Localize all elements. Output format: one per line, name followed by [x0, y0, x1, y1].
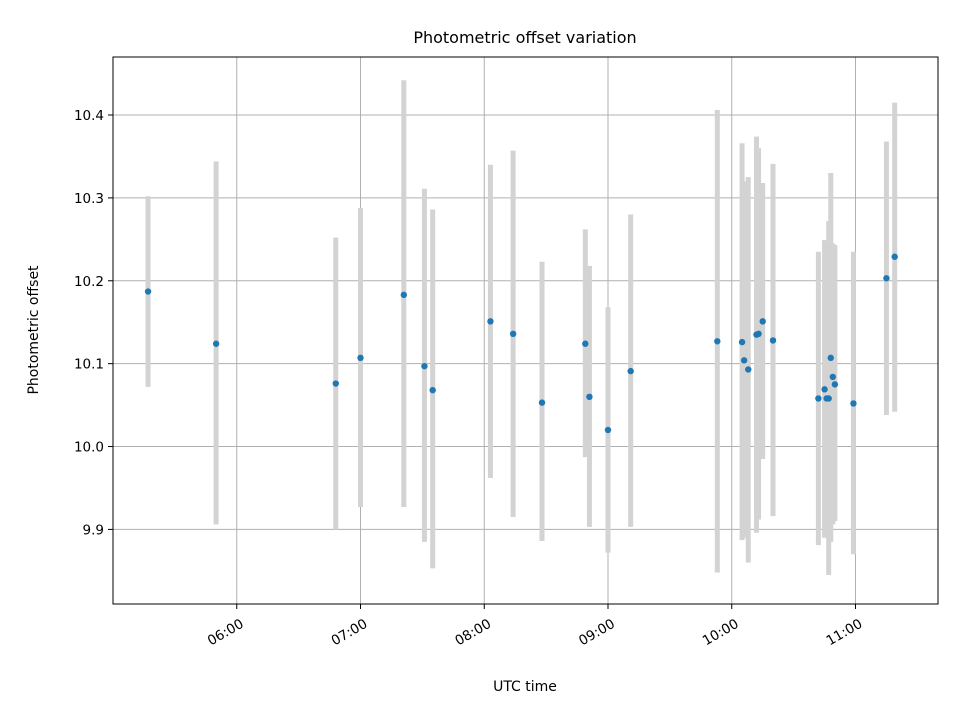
data-point	[212, 340, 220, 347]
data-point	[144, 288, 152, 295]
data-point	[487, 318, 494, 325]
y-tick-label: 10.2	[74, 274, 104, 290]
data-point	[821, 386, 828, 393]
x-tick-label: 10:00	[700, 616, 742, 649]
data-point	[509, 330, 517, 338]
y-tick-label: 10.4	[74, 108, 104, 124]
x-tick-label: 08:00	[452, 616, 494, 649]
data-point	[627, 367, 634, 375]
x-tick-label: 09:00	[576, 616, 618, 649]
data-point	[755, 330, 762, 338]
y-axis-label: Photometric offset	[26, 265, 42, 395]
data-point	[586, 393, 593, 401]
data-point	[745, 366, 752, 373]
y-tick-label: 10.0	[74, 440, 104, 456]
error-bars	[145, 80, 898, 575]
data-point	[825, 395, 832, 402]
data-point	[883, 275, 890, 282]
y-tick-label: 9.9	[83, 522, 104, 538]
x-tick-label: 06:00	[205, 616, 247, 649]
data-point	[357, 354, 364, 362]
y-tick-label: 10.3	[74, 191, 104, 207]
data-point	[831, 381, 839, 388]
data-point	[604, 426, 612, 434]
data-point	[582, 340, 589, 347]
data-point	[400, 291, 408, 299]
chart-title: Photometric offset variation	[413, 28, 636, 47]
data-point	[738, 338, 746, 346]
y-tick-label: 10.1	[74, 357, 104, 373]
data-point	[714, 338, 721, 345]
data-point	[538, 399, 546, 406]
data-point	[332, 380, 339, 387]
data-point	[827, 354, 834, 362]
data-point	[829, 373, 837, 381]
x-tick-label: 07:00	[329, 616, 371, 649]
data-point	[891, 253, 898, 260]
plot-area-frame	[112, 56, 939, 605]
data-point	[815, 395, 822, 402]
grid	[113, 57, 938, 604]
data-point	[759, 318, 766, 325]
data-point	[769, 337, 777, 344]
data-point	[740, 357, 748, 364]
data-point	[429, 386, 436, 394]
x-axis-label: UTC time	[493, 679, 557, 695]
data-points	[144, 253, 898, 434]
data-point	[421, 362, 428, 370]
data-point	[850, 400, 857, 407]
x-tick-label: 11:00	[824, 616, 866, 649]
